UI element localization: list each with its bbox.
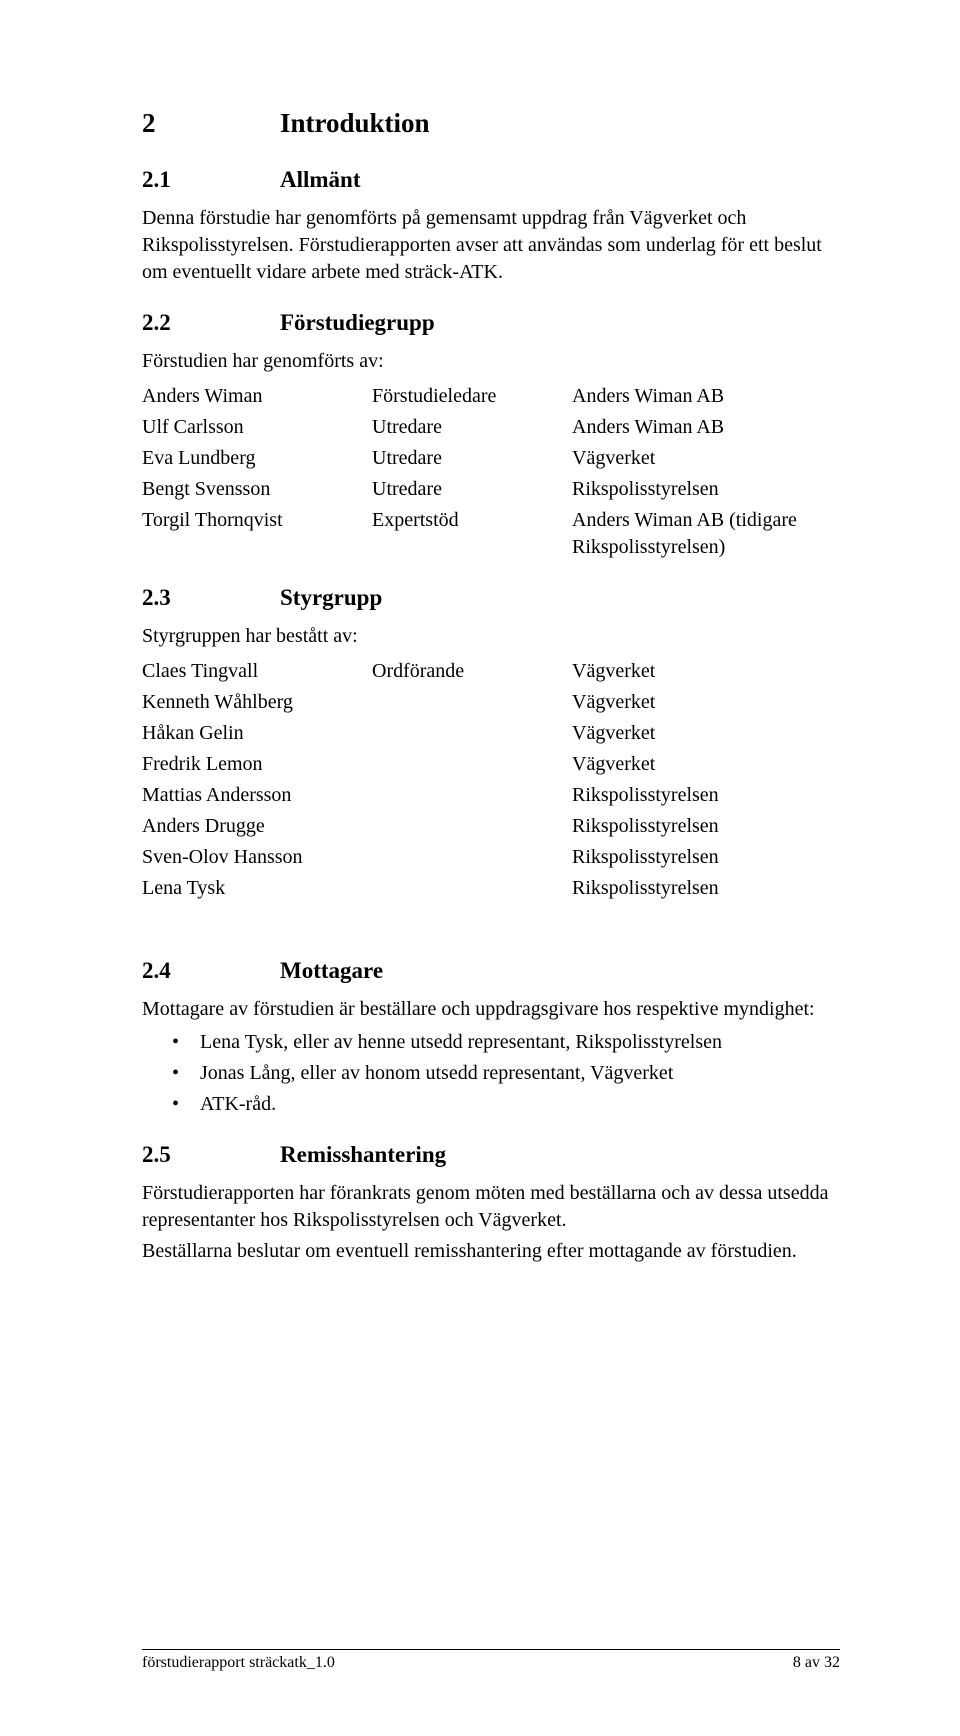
table-cell [372,751,572,778]
table-cell: Anders Wiman AB (tidigare Rikspolisstyre… [572,507,840,561]
table-row: Ulf CarlssonUtredareAnders Wiman AB [142,414,840,441]
paragraph: Mottagare av förstudien är beställare oc… [142,996,840,1023]
heading-1-number: 2 [142,108,280,139]
heading-2-forstudiegrupp: 2.2 Förstudiegrupp [142,310,840,336]
footer-left: förstudierapport sträckatk_1.0 [142,1654,335,1672]
mottagare-bullets: •Lena Tysk, eller av henne utsedd repres… [142,1029,840,1118]
page: 2 Introduktion 2.1 Allmänt Denna förstud… [0,0,960,1736]
bullet-icon: • [172,1091,200,1118]
paragraph: Styrgruppen har bestått av: [142,623,840,650]
table-row: Håkan Gelin Vägverket [142,720,840,747]
table-cell: Rikspolisstyrelsen [572,813,840,840]
table-cell: Bengt Svensson [142,476,372,503]
table-cell: Lena Tysk [142,875,372,902]
table-cell: Utredare [372,445,572,472]
list-item: •Jonas Lång, eller av honom utsedd repre… [142,1060,840,1087]
table-row: Bengt SvenssonUtredareRikspolisstyrelsen [142,476,840,503]
list-item-text: Jonas Lång, eller av honom utsedd repres… [200,1060,673,1087]
forstudiegrupp-table: Anders WimanFörstudieledareAnders Wiman … [142,383,840,561]
table-cell: Vägverket [572,445,840,472]
table-cell: Ulf Carlsson [142,414,372,441]
table-row: Kenneth Wåhlberg Vägverket [142,689,840,716]
list-item: •ATK-råd. [142,1091,840,1118]
heading-2-styrgrupp: 2.3 Styrgrupp [142,585,840,611]
paragraph: Beställarna beslutar om eventuell remiss… [142,1238,840,1265]
bullet-icon: • [172,1060,200,1087]
table-cell: Utredare [372,476,572,503]
table-row: Sven-Olov Hansson Rikspolisstyrelsen [142,844,840,871]
footer-right: 8 av 32 [793,1654,840,1672]
heading-1: 2 Introduktion [142,108,840,139]
table-row: Claes TingvallOrdförandeVägverket [142,658,840,685]
list-item-text: Lena Tysk, eller av henne utsedd represe… [200,1029,722,1056]
table-cell [372,844,572,871]
heading-2-number: 2.4 [142,958,280,984]
heading-2-title: Allmänt [280,167,361,193]
page-footer: förstudierapport sträckatk_1.0 8 av 32 [142,1649,840,1672]
table-cell [372,813,572,840]
table-cell: Fredrik Lemon [142,751,372,778]
table-cell: Förstudieledare [372,383,572,410]
table-row: Torgil ThornqvistExpertstödAnders Wiman … [142,507,840,561]
heading-2-remisshantering: 2.5 Remisshantering [142,1142,840,1168]
table-cell: Torgil Thornqvist [142,507,372,561]
heading-2-number: 2.1 [142,167,280,193]
heading-1-title: Introduktion [280,108,430,139]
table-cell [372,689,572,716]
paragraph: Förstudien har genomförts av: [142,348,840,375]
table-cell: Rikspolisstyrelsen [572,476,840,503]
heading-2-title: Styrgrupp [280,585,382,611]
list-item-text: ATK-råd. [200,1091,276,1118]
heading-2-allmant: 2.1 Allmänt [142,167,840,193]
table-row: Lena Tysk Rikspolisstyrelsen [142,875,840,902]
heading-2-title: Förstudiegrupp [280,310,435,336]
heading-2-mottagare: 2.4 Mottagare [142,958,840,984]
table-row: Anders WimanFörstudieledareAnders Wiman … [142,383,840,410]
table-cell: Sven-Olov Hansson [142,844,372,871]
styrgrupp-table: Claes TingvallOrdförandeVägverketKenneth… [142,658,840,902]
table-row: Fredrik Lemon Vägverket [142,751,840,778]
table-row: Eva LundbergUtredareVägverket [142,445,840,472]
table-cell: Vägverket [572,751,840,778]
table-cell: Rikspolisstyrelsen [572,782,840,809]
heading-2-number: 2.5 [142,1142,280,1168]
table-cell: Rikspolisstyrelsen [572,875,840,902]
list-item: •Lena Tysk, eller av henne utsedd repres… [142,1029,840,1056]
table-cell: Håkan Gelin [142,720,372,747]
paragraph: Denna förstudie har genomförts på gemens… [142,205,840,286]
heading-2-title: Remisshantering [280,1142,446,1168]
table-cell: Anders Wiman AB [572,414,840,441]
table-cell: Vägverket [572,720,840,747]
table-cell: Vägverket [572,689,840,716]
table-cell [372,782,572,809]
table-cell [372,720,572,747]
heading-2-title: Mottagare [280,958,383,984]
table-row: Anders Drugge Rikspolisstyrelsen [142,813,840,840]
table-row: Mattias Andersson Rikspolisstyrelsen [142,782,840,809]
table-cell: Anders Wiman AB [572,383,840,410]
table-cell: Eva Lundberg [142,445,372,472]
table-cell: Vägverket [572,658,840,685]
table-cell: Anders Drugge [142,813,372,840]
table-cell: Kenneth Wåhlberg [142,689,372,716]
table-cell: Mattias Andersson [142,782,372,809]
table-cell: Ordförande [372,658,572,685]
table-cell: Claes Tingvall [142,658,372,685]
paragraph: Förstudierapporten har förankrats genom … [142,1180,840,1234]
table-cell: Rikspolisstyrelsen [572,844,840,871]
table-cell: Anders Wiman [142,383,372,410]
bullet-icon: • [172,1029,200,1056]
table-cell: Expertstöd [372,507,572,561]
table-cell [372,875,572,902]
heading-2-number: 2.2 [142,310,280,336]
heading-2-number: 2.3 [142,585,280,611]
table-cell: Utredare [372,414,572,441]
